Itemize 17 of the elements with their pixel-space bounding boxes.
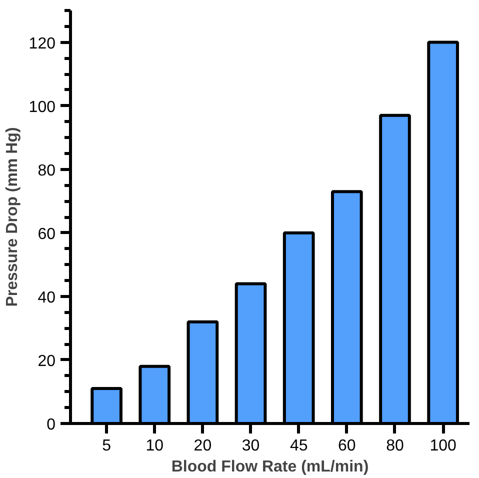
y-tick-label: 60 [38, 226, 56, 243]
x-axis-title: Blood Flow Rate (mL/min) [171, 458, 369, 476]
y-tick-label: 20 [38, 352, 56, 370]
x-tick-label: 30 [242, 438, 260, 454]
x-tick-label: 100 [430, 438, 457, 454]
y-axis-title: Pressure Drop (mm Hg) [4, 127, 21, 307]
x-tick-label: 5 [102, 438, 112, 454]
y-tick-label: 80 [38, 162, 56, 180]
y-tick-label: 120 [28, 35, 56, 52]
x-tick-label: 20 [194, 438, 212, 454]
x-tick-label: 80 [386, 438, 404, 454]
x-tick-label: 45 [290, 438, 308, 454]
y-tick-label: 0 [46, 416, 56, 434]
y-tick-label: 100 [28, 98, 56, 116]
x-tick-label: 10 [146, 438, 164, 454]
x-tick-label: 60 [338, 438, 356, 454]
y-tick-label: 40 [38, 289, 56, 306]
